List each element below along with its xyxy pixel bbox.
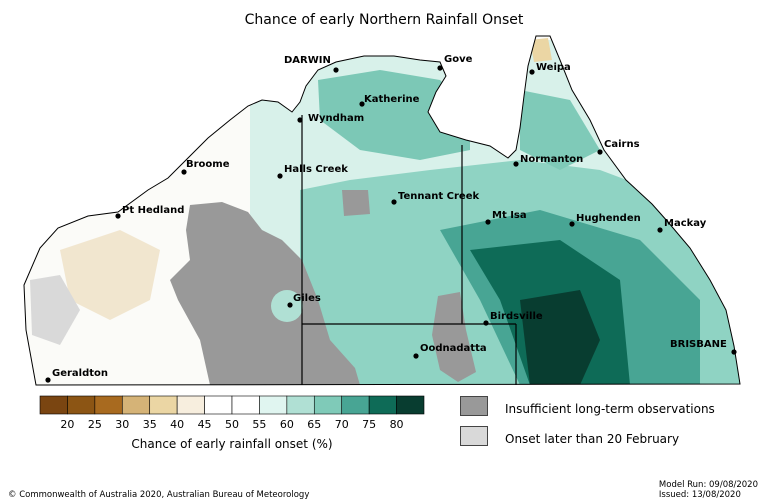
city-label-mt-isa: Mt Isa (492, 210, 527, 221)
city-label-tennant-creek: Tennant Creek (398, 191, 479, 202)
city-label-weipa: Weipa (536, 62, 571, 73)
colorbar-tick-label: 45 (198, 418, 212, 431)
city-dot-hughenden (569, 221, 575, 227)
city-label-normanton: Normanton (520, 154, 583, 165)
issued-text: Issued: 13/08/2020 (658, 490, 741, 500)
darkest-teal-region (520, 290, 600, 385)
colorbar-tick-label: 20 (60, 418, 74, 431)
insufficient-area-tennant (342, 190, 370, 216)
insufficient-legend-text: Insufficient long-term observations (505, 402, 715, 416)
dry-spot-weipa (530, 38, 552, 62)
colorbar-tick-label: 50 (225, 418, 239, 431)
city-label-brisbane: BRISBANE (670, 339, 727, 350)
city-label-broome: Broome (186, 159, 230, 170)
top-end-teal-region (318, 70, 470, 160)
city-label-hughenden: Hughenden (576, 213, 641, 224)
colorbar-bin (94, 395, 123, 415)
state-boundaries (301, 115, 517, 385)
city-dot-mt-isa (485, 219, 491, 225)
colorbar-bin (286, 395, 315, 415)
city-dot-broome (181, 169, 187, 175)
dry-region-west (60, 230, 160, 320)
colorbar-tick-label: 55 (252, 418, 266, 431)
model-run-text: Model Run: 09/08/2020 (658, 480, 758, 490)
city-dot-giles (287, 302, 293, 308)
colorbar-bin (204, 395, 233, 415)
map-title: Chance of early Northern Rainfall Onset (244, 12, 524, 28)
colorbar-bin (368, 395, 397, 415)
city-dot-cairns (597, 149, 603, 155)
colorbar-tick-label: 35 (143, 418, 157, 431)
colorbar-tick-label: 65 (307, 418, 321, 431)
city-dot-normanton (513, 161, 519, 167)
later-onset-legend-text: Onset later than 20 February (505, 432, 680, 446)
city-label-birdsville: Birdsville (490, 311, 543, 322)
colorbar-tick-label: 75 (362, 418, 376, 431)
city-label-cairns: Cairns (604, 139, 640, 150)
colorbar-bin (121, 395, 151, 415)
insufficient-area-west (170, 202, 360, 385)
city-dot-gove (437, 65, 443, 71)
city-label-giles: Giles (293, 293, 321, 304)
colorbar-tick-label: 30 (115, 418, 129, 431)
city-label-halls-creek: Halls Creek (284, 164, 348, 175)
colorbar-bin (149, 395, 178, 415)
copyright-text: © Commonwealth of Australia 2020, Austra… (8, 490, 310, 500)
colorbar-tick-label: 60 (280, 418, 294, 431)
model-info: Model Run: 09/08/2020 Issued: 13/08/2020 (659, 480, 758, 500)
city-dot-wyndham (297, 117, 303, 123)
insufficient-swatch (460, 396, 488, 416)
colorbar-tick-label: 25 (88, 418, 102, 431)
insufficient-area-simpson (432, 292, 476, 382)
later-onset-area-west (30, 275, 80, 345)
cape-teal-region (520, 90, 600, 170)
colorbar-bin (396, 395, 425, 415)
colorbar-bin (259, 395, 288, 415)
colorbar-tick-label: 80 (390, 418, 404, 431)
colorbar-label: Chance of early rainfall onset (%) (131, 437, 333, 451)
city-label-mackay: Mackay (664, 218, 707, 229)
colorbar-tick-label: 40 (170, 418, 184, 431)
city-dot-tennant-creek (391, 199, 397, 205)
city-dot-mackay (657, 227, 663, 233)
city-label-darwin: DARWIN (284, 55, 331, 66)
city-dot-brisbane (731, 349, 737, 355)
later-onset-swatch (460, 426, 488, 446)
city-dot-darwin (333, 67, 339, 73)
giles-teal-spot (271, 290, 303, 322)
city-label-oodnadatta: Oodnadatta (420, 343, 487, 354)
city-dot-halls-creek (277, 173, 283, 179)
city-dot-weipa (529, 69, 535, 75)
city-label-gove: Gove (444, 54, 473, 65)
colorbar-bin (231, 395, 260, 415)
city-label-katherine: Katherine (364, 94, 420, 105)
city-dot-birdsville (483, 320, 489, 326)
colorbar-bin (67, 395, 96, 415)
city-dot-geraldton (45, 377, 51, 383)
colorbar-bin (313, 395, 343, 415)
colorbar-bin (39, 395, 68, 415)
colorbar: 20 25 30 35 40 45 50 55 60 65 70 75 80 (39, 395, 425, 431)
city-label-geraldton: Geraldton (52, 368, 108, 379)
city-label-wyndham: Wyndham (308, 113, 364, 124)
city-label-pt-hedland: Pt Hedland (122, 205, 184, 216)
colorbar-tick-label: 70 (335, 418, 349, 431)
colorbar-bin (176, 395, 205, 415)
city-dot-pt-hedland (115, 213, 121, 219)
city-dot-oodnadatta (413, 353, 419, 359)
colorbar-bin (341, 395, 370, 415)
city-dot-katherine (359, 101, 365, 107)
